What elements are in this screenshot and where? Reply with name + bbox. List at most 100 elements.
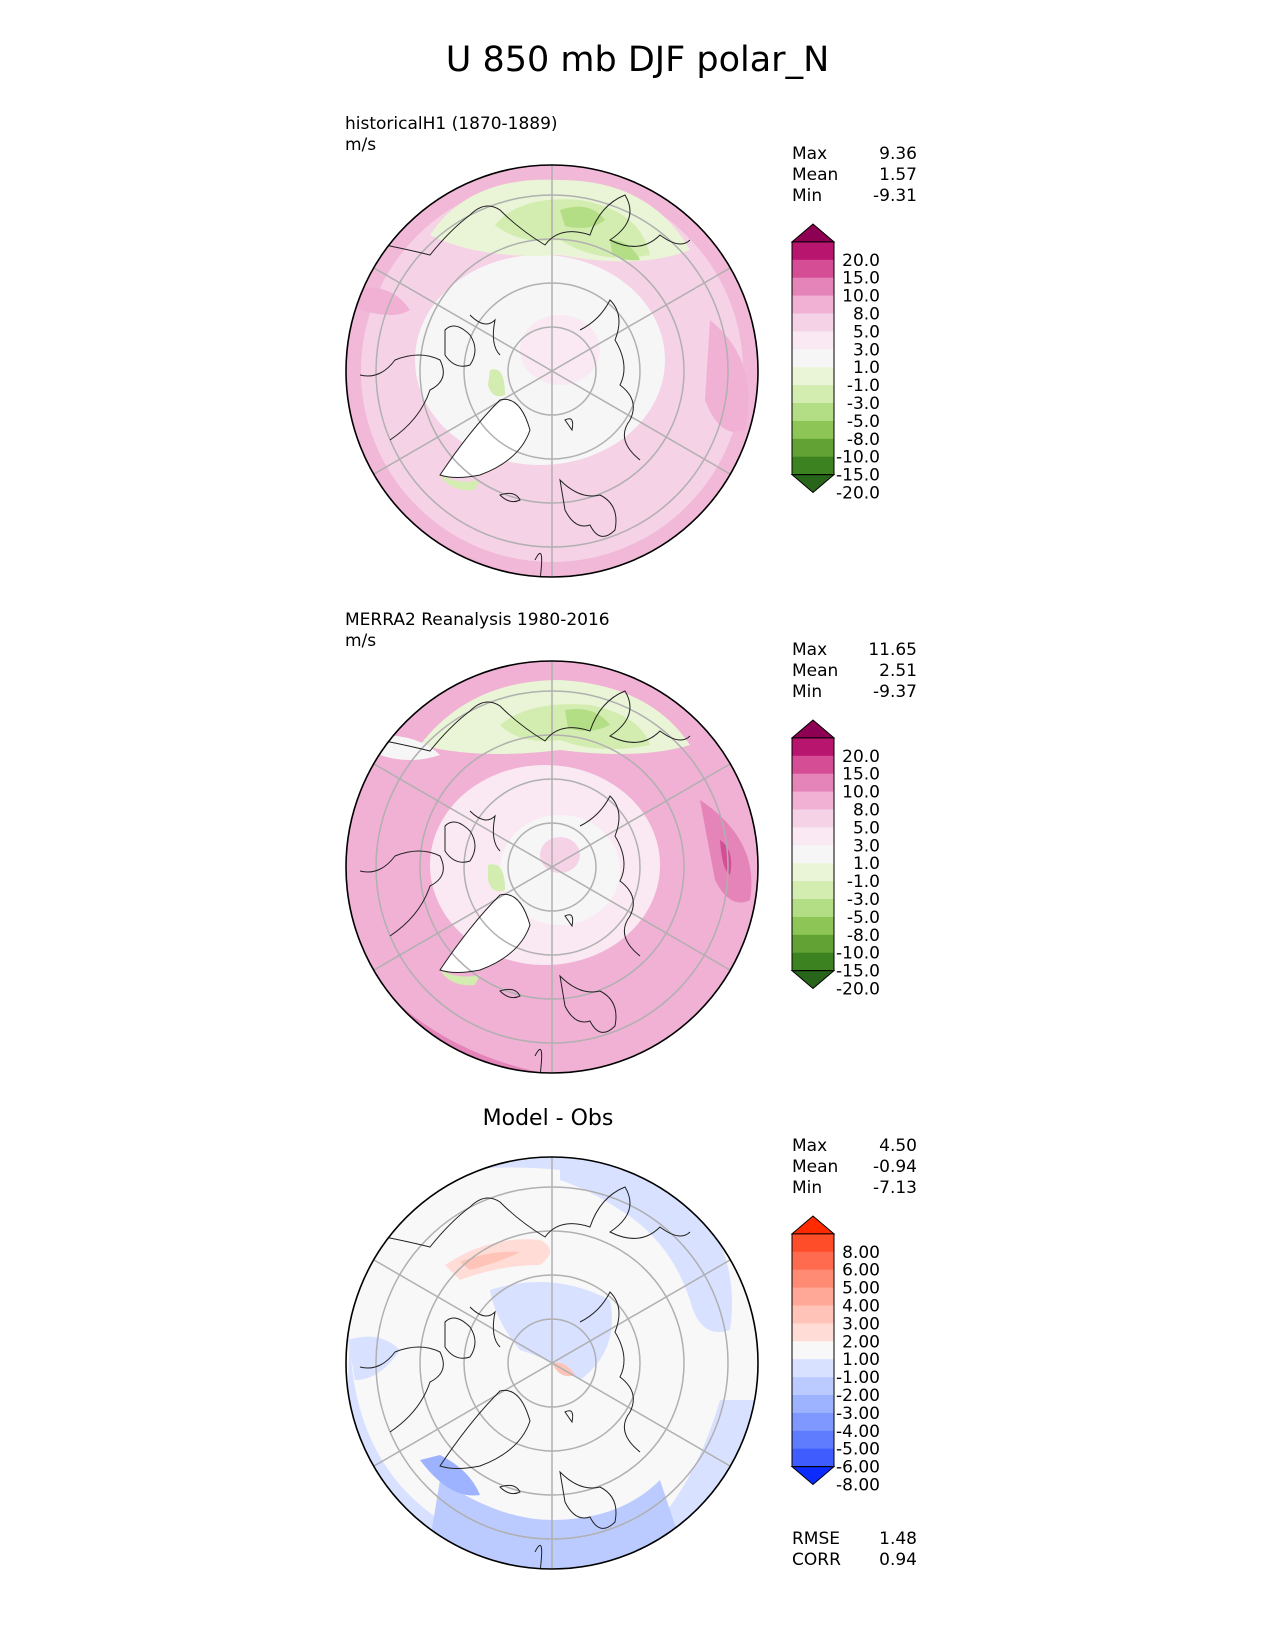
stat-mean: 2.51 [879,661,917,681]
colorbar-tick-label: -1.00 [836,1368,880,1388]
colorbar-extend-bottom [790,970,836,990]
colorbar-swatch [792,952,834,972]
colorbar-tick-label: -1.0 [847,872,880,892]
colorbar-extend-top [790,1215,836,1235]
colorbar-tick-label: 15.0 [842,269,880,289]
model-stats: Max 9.36 Mean 1.57 Min -9.31 [792,144,917,207]
colorbar-tick-label: 10.0 [842,783,880,803]
obs-map-boundary [345,660,759,1074]
metric-label: CORR [792,1550,841,1570]
colorbar-tick-label: -5.00 [836,1440,880,1460]
diff-metrics: RMSE 1.48 CORR 0.94 [792,1529,917,1571]
colorbar-tick-label: -10.0 [836,944,880,964]
colorbar-tick-label: -20.0 [836,980,880,1000]
model-map-boundary [345,164,759,578]
colorbar-tick-label: -1.0 [847,376,880,396]
colorbar-swatch [792,1359,834,1378]
colorbar-swatch [792,1233,834,1253]
colorbar-tick-label: -3.00 [836,1404,880,1424]
stat-max: 4.50 [879,1136,917,1156]
colorbar-swatch [792,1305,834,1324]
colorbar-tick-label: 6.00 [842,1261,880,1281]
colorbar-swatch [792,916,834,936]
colorbar-swatch [792,881,834,900]
obs-case-label: MERRA2 Reanalysis 1980-2016 [345,610,610,630]
figure-title: U 850 mb DJF polar_N [445,40,830,80]
stat-mean: 1.57 [879,165,917,185]
metric-corr: 0.94 [879,1550,917,1570]
colorbar-tick-label: -15.0 [836,962,880,982]
colorbar-swatch [792,1251,834,1271]
colorbar-swatch [792,791,834,810]
colorbar-tick-label: -6.00 [836,1458,880,1478]
obs-subtitle: MERRA2 Reanalysis 1980-2016 m/s [345,610,610,652]
colorbar-tick-label: -20.0 [836,484,880,504]
diff-map [346,1157,758,1569]
colorbar-swatch [792,1430,834,1450]
colorbar-extend-bottom [790,474,836,494]
colorbar-swatch [792,809,834,828]
colorbar-tick-label: 3.0 [853,340,880,360]
colorbar-swatch [792,1341,834,1360]
metric-rmse: 1.48 [879,1529,917,1549]
colorbar-swatch [792,1323,834,1342]
colorbar-tick-label: -8.0 [847,430,880,450]
stat-mean: -0.94 [873,1157,917,1177]
colorbar-tick-label: 8.00 [842,1243,880,1263]
colorbar-swatch [792,331,834,350]
colorbar-swatch [792,420,834,440]
colorbar-outline [791,737,835,972]
obs-stats: Max 11.65 Mean 2.51 Min -9.37 [792,640,917,703]
colorbar-swatch [792,367,834,386]
colorbar-swatch [792,1395,834,1414]
stat-label: Min [792,1178,823,1198]
colorbar-swatch [792,737,834,757]
colorbar-swatch [792,403,834,422]
colorbar-tick-label: 1.0 [853,358,880,378]
model-map [346,165,758,577]
colorbar-tick-label: -10.0 [836,448,880,468]
model-case-label: historicalH1 (1870-1889) [345,114,558,134]
colorbar-tick-label: 5.0 [853,818,880,838]
colorbar-tick-label: 1.00 [842,1350,880,1370]
colorbar-tick-label: 1.0 [853,854,880,874]
colorbar-tick-label: 5.00 [842,1279,880,1299]
colorbar-tick-label: 8.0 [853,801,880,821]
colorbar-tick-label: -8.00 [836,1476,880,1496]
colorbar-swatch [792,845,834,864]
colorbar-tick-label: 4.00 [842,1297,880,1317]
colorbar-tick-label: 3.0 [853,836,880,856]
colorbar-swatch [792,1412,834,1432]
colorbar-swatch [792,1377,834,1396]
diff-colorbar: 8.006.005.004.003.002.001.00-1.00-2.00-3… [790,1215,880,1496]
stat-min: -9.37 [873,682,917,702]
colorbar-tick-label: -3.0 [847,890,880,910]
colorbar-tick-label: 2.00 [842,1332,880,1352]
stat-max: 9.36 [879,144,917,164]
colorbar-tick-label: 8.0 [853,305,880,325]
colorbar-tick-label: 5.0 [853,322,880,342]
colorbar-tick-label: -5.0 [847,412,880,432]
stat-max: 11.65 [868,640,917,660]
colorbar-swatch [792,438,834,458]
colorbar-swatch [792,456,834,476]
stat-label: Mean [792,661,839,681]
colorbar-swatch [792,259,834,279]
colorbar-tick-label: 15.0 [842,765,880,785]
colorbar-extend-top [790,719,836,739]
colorbar-swatch [792,755,834,775]
colorbar-swatch [792,241,834,261]
stat-min: -9.31 [873,186,917,206]
colorbar-tick-label: -8.0 [847,926,880,946]
colorbar-tick-label: -3.0 [847,394,880,414]
colorbar-extend-bottom [790,1466,836,1486]
colorbar-swatch [792,295,834,314]
colorbar-swatch [792,385,834,404]
stat-min: -7.13 [873,1178,917,1198]
colorbar-tick-label: -4.00 [836,1422,880,1442]
model-subtitle: historicalH1 (1870-1889) m/s [345,114,558,156]
stat-label: Max [792,1136,828,1156]
colorbar-tick-label: -15.0 [836,466,880,486]
stat-label: Min [792,682,823,702]
model-units: m/s [345,135,377,155]
